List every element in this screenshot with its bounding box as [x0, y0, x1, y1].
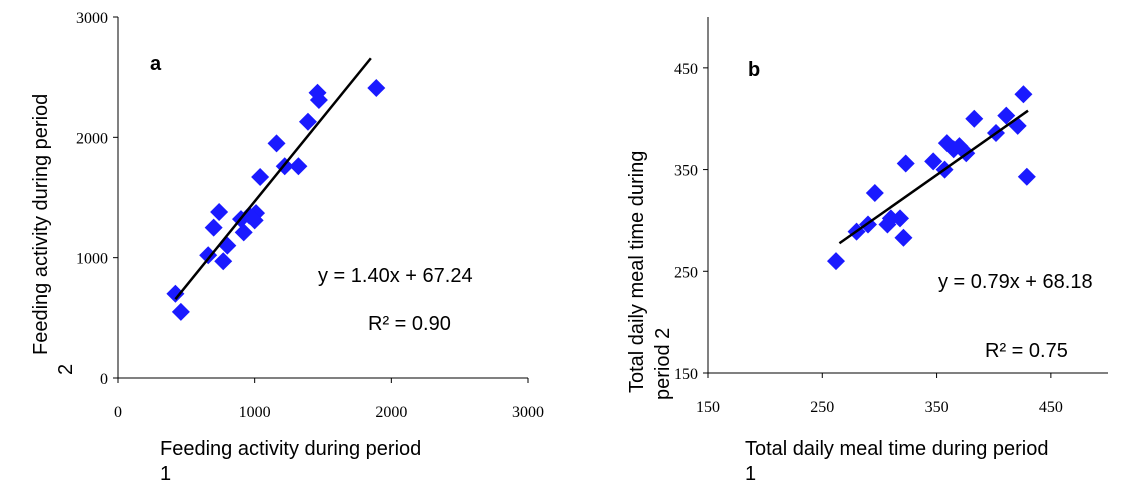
data-point-b [896, 154, 915, 173]
data-point-a [240, 206, 259, 225]
trendline-b [838, 109, 1029, 245]
y-tick-label-a: 3000 [76, 10, 108, 27]
panel-label-b: b [748, 59, 760, 81]
equation-b: y = 0.79x + 68.18 [938, 271, 1093, 293]
data-point-a [218, 236, 237, 255]
data-point-a [251, 168, 270, 187]
y-axis-title-a-line1: Feeding activity during period [30, 94, 52, 355]
trendline-a [174, 57, 372, 300]
y-tick-label-b: 450 [674, 61, 698, 78]
x-tick-label-a: 2000 [375, 404, 407, 421]
data-point-b [997, 106, 1016, 125]
data-point-a [309, 91, 328, 110]
x-axis-title-a-line1: Feeding activity during period [160, 438, 421, 460]
data-point-b [891, 209, 909, 228]
y-tick-label-b: 250 [674, 264, 698, 281]
y-tick-label-b: 150 [674, 366, 698, 383]
data-point-b [865, 183, 884, 202]
ticks-b: 150 250 350 450 150 250 350 450 [674, 61, 1063, 416]
y-axis-title-b-line2: period 2 [652, 328, 674, 400]
x-tick-label-b: 150 [696, 399, 720, 416]
x-axis-title-b-line2: 1 [745, 463, 756, 484]
x-axis-title-b-line1: Total daily meal time during period [745, 438, 1049, 460]
data-point-b [827, 252, 845, 271]
data-point-b [924, 152, 943, 171]
y-axis-title-b-line1: Total daily meal time during [626, 151, 648, 393]
data-point-b [894, 228, 913, 247]
x-tick-label-b: 250 [810, 399, 834, 416]
x-tick-label-a: 1000 [239, 404, 271, 421]
data-point-a [267, 134, 286, 153]
data-point-a [204, 218, 223, 237]
y-axis-title-a-line2: 2 [55, 364, 77, 375]
chart-panel-b: 150 250 350 450 150 250 350 450 b y = 0.79x + 6… [626, 17, 1108, 484]
data-point-a [298, 112, 317, 131]
data-point-b [1008, 116, 1027, 135]
data-point-a [199, 246, 218, 265]
data-point-a [234, 223, 253, 242]
x-tick-label-b: 450 [1039, 399, 1063, 416]
r-squared-a: R² = 0.90 [368, 313, 451, 335]
x-axis-title-a-line2: 1 [160, 463, 171, 484]
r-squared-b: R² = 0.75 [985, 340, 1068, 362]
data-point-b [881, 209, 900, 228]
data-point-a [214, 252, 233, 271]
y-tick-label-a: 2000 [76, 130, 108, 147]
x-tick-label-a: 0 [114, 404, 122, 421]
y-tick-label-a: 0 [100, 371, 108, 388]
x-tick-label-a: 3000 [512, 404, 544, 421]
data-point-b [1017, 167, 1036, 186]
data-point-a [210, 202, 229, 221]
data-point-a [245, 211, 264, 230]
chart-panel-a: 0 1000 2000 3000 0 1000 2000 3000 a y = 1.40x +… [30, 10, 544, 484]
data-point-b [1014, 85, 1033, 104]
data-point-a [367, 78, 386, 97]
y-tick-label-a: 1000 [76, 251, 108, 268]
x-tick-label-b: 350 [925, 399, 949, 416]
y-tick-label-b: 350 [674, 163, 698, 180]
data-point-a [289, 157, 308, 176]
data-point-b [965, 109, 984, 128]
data-point-a [171, 302, 190, 321]
equation-a: y = 1.40x + 67.24 [318, 265, 473, 287]
panel-label-a: a [150, 53, 162, 75]
data-point-a [166, 284, 185, 303]
ticks-a: 0 1000 2000 3000 0 1000 2000 3000 [76, 10, 544, 421]
